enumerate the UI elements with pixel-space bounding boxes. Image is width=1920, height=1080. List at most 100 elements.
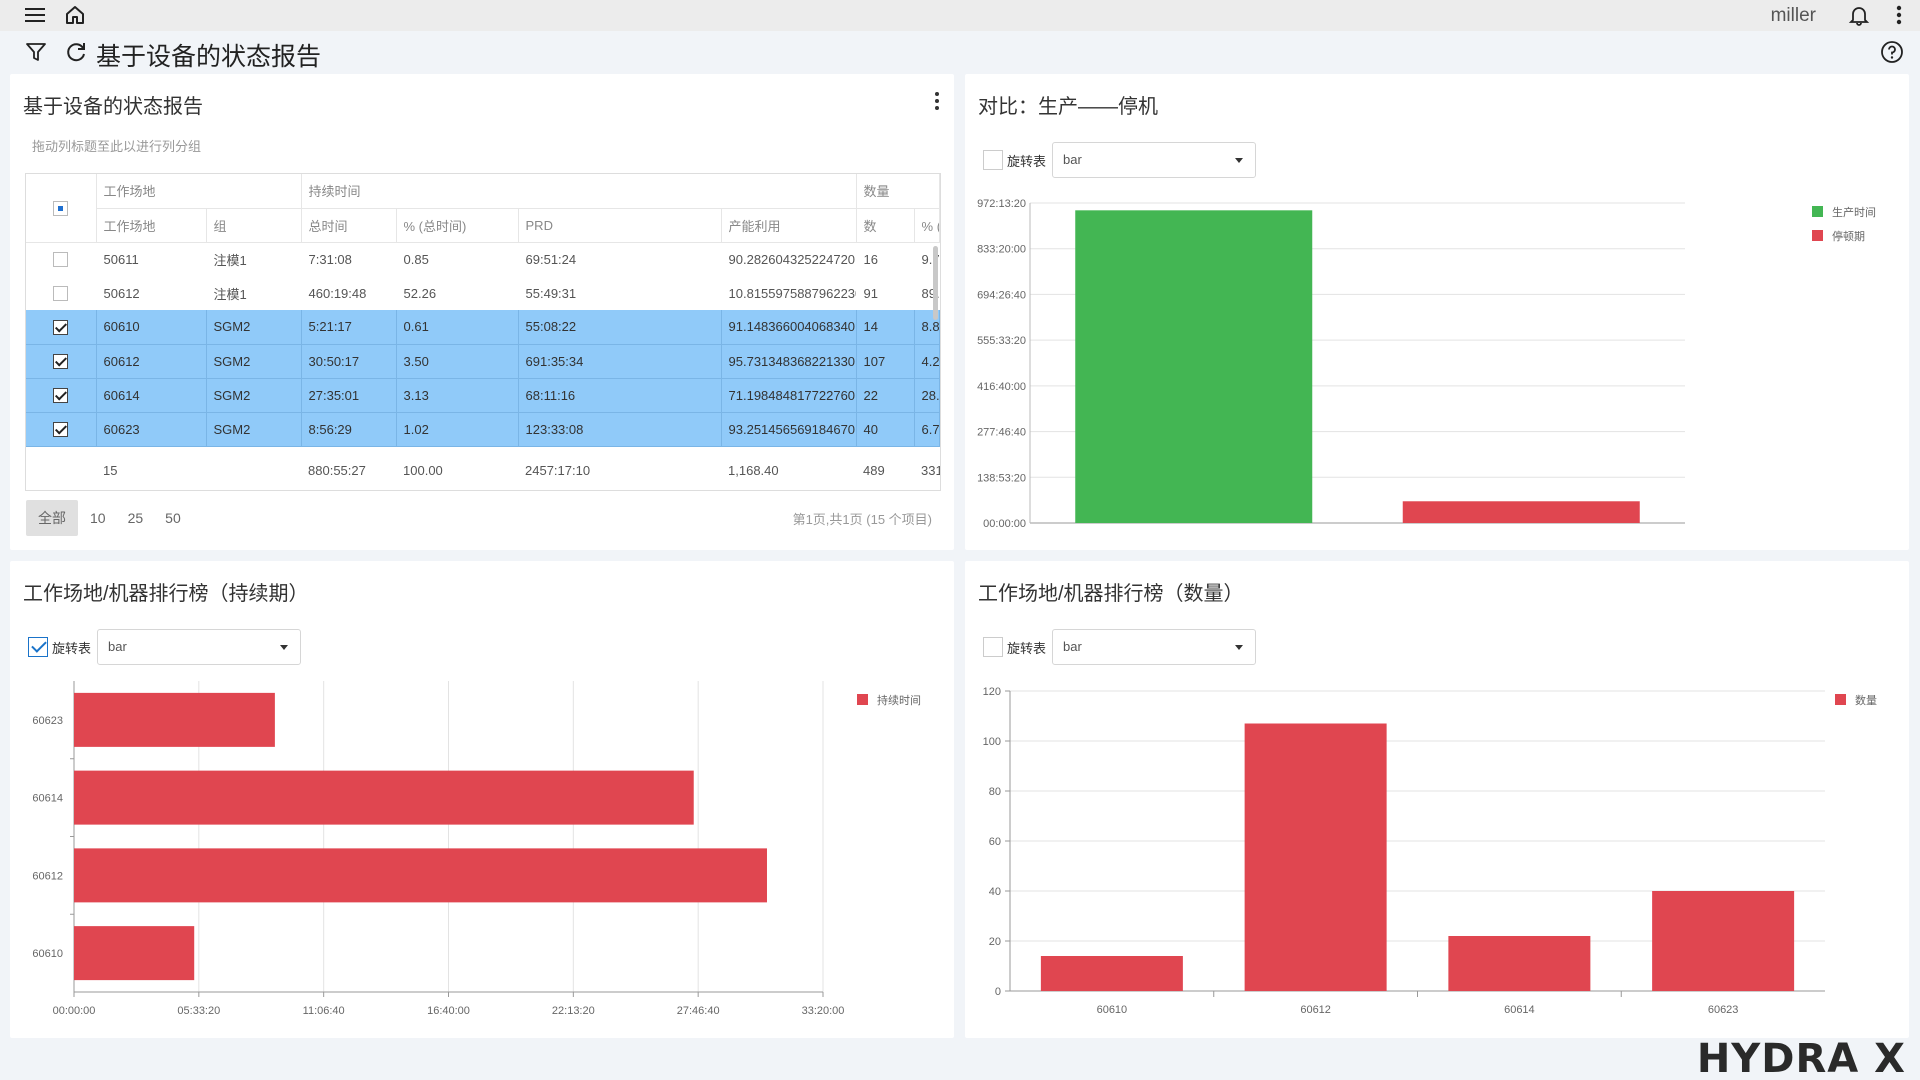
x-tick-label: 27:46:40 <box>677 1005 720 1017</box>
table-cell: 1.02 <box>396 412 519 447</box>
chart-type-select[interactable]: bar <box>1052 142 1257 178</box>
x-tick-label: 60614 <box>1504 1004 1535 1016</box>
table-cell: 71.198484817722760 <box>721 378 857 413</box>
table-cell: 10.8155975887962230 <box>728 285 857 301</box>
rotate-label: 旋转表 <box>1007 153 1047 169</box>
y-tick-label: 120 <box>983 686 1001 698</box>
table-row[interactable]: 60614 SGM2 27:35:01 3.13 68:11:16 71.19848481… <box>26 378 940 413</box>
table-cell: 0.85 <box>403 251 429 267</box>
select-all-checkbox[interactable] <box>53 200 69 216</box>
table-cell: 123:33:08 <box>518 412 722 447</box>
help-icon[interactable] <box>1878 38 1906 66</box>
row-checkbox[interactable] <box>53 422 69 438</box>
rotate-label: 旋转表 <box>52 640 92 656</box>
bar-60612 <box>1244 723 1387 991</box>
page-size-50[interactable]: 50 <box>165 510 181 526</box>
filter-icon[interactable] <box>22 38 50 66</box>
rotate-checkbox[interactable] <box>983 150 1003 170</box>
row-checkbox[interactable] <box>53 388 69 404</box>
pager-info: 第1页,共1页 (15 个项目) <box>792 512 932 527</box>
column-header-workplace[interactable]: 工作场地 <box>96 208 207 243</box>
page-size-10[interactable]: 10 <box>90 510 106 526</box>
bar-60623 <box>74 692 275 747</box>
row-checkbox[interactable] <box>53 252 69 268</box>
refresh-icon[interactable] <box>62 38 90 66</box>
legend-swatch <box>857 694 868 705</box>
y-tick-label: 60614 <box>32 793 63 805</box>
row-checkbox[interactable] <box>53 354 69 370</box>
table-cell: 55:08:22 <box>518 310 722 345</box>
compare-chart-card: 对比：生产——停机 旋转表 bar 00:00:00 138:53:20 277:4… <box>965 74 1909 550</box>
table-row[interactable]: 60623 SGM2 8:56:29 1.02 123:33:08 93.25145656… <box>26 412 940 447</box>
y-tick-label: 694:26:40 <box>977 289 1026 301</box>
row-checkbox[interactable] <box>53 286 69 302</box>
footer-cell: 100.00 <box>396 445 519 490</box>
column-header-pct-count[interactable]: % (数) <box>914 208 940 243</box>
table-cell: 52.26 <box>403 285 437 301</box>
table-cell: 60623 <box>96 412 207 447</box>
table-row[interactable]: 60610 SGM2 5:21:17 0.61 55:08:22 91.148366004… <box>26 310 940 345</box>
chart-type-select[interactable]: bar <box>1052 629 1257 665</box>
page-size-all[interactable]: 全部 <box>26 500 78 536</box>
footer-cell <box>206 445 302 490</box>
column-header-group[interactable]: 组 <box>206 208 302 243</box>
card-title: 对比：生产——停机 <box>978 96 1158 118</box>
rotate-checkbox[interactable] <box>983 637 1003 657</box>
table-row[interactable]: 60612 SGM2 30:50:17 3.50 691:35:34 95.7313483… <box>26 344 940 379</box>
bell-icon[interactable] <box>1846 3 1872 27</box>
row-select-cell <box>26 344 97 379</box>
card-menu-icon[interactable] <box>930 88 944 114</box>
column-header-pct-total-time[interactable]: % (总时间) <box>396 208 519 243</box>
column-header-utilization[interactable]: 产能利用 <box>721 208 857 243</box>
page-size-25[interactable]: 25 <box>127 510 144 526</box>
y-tick-label: 833:20:00 <box>977 244 1026 256</box>
legend-swatch <box>1835 694 1846 705</box>
chart-type-select[interactable]: bar <box>97 629 302 665</box>
chart-controls: 旋转表 bar <box>983 629 1257 665</box>
grid-scrollbar[interactable] <box>933 246 938 320</box>
more-vert-icon[interactable] <box>1886 3 1912 27</box>
table-cell: 50612 <box>103 285 140 301</box>
x-tick-label: 60623 <box>1708 1004 1739 1016</box>
column-header-prd[interactable]: PRD <box>518 208 722 243</box>
table-cell: 27:35:01 <box>301 378 397 413</box>
select-value: bar <box>1063 639 1082 654</box>
table-cell: 93.251456569184670 <box>721 412 857 447</box>
group-panel-hint[interactable]: 拖动列标题至此以进行列分组 <box>32 139 202 154</box>
table-cell: 60610 <box>96 310 207 345</box>
brand-logo: HYDRA X <box>1696 1036 1906 1080</box>
group-header-count[interactable]: 数量 <box>856 174 940 209</box>
table-cell: 5:21:17 <box>301 310 397 345</box>
column-header-count[interactable]: 数 <box>856 208 915 243</box>
legend-label: 生产时间 <box>1832 205 1876 219</box>
menu-icon[interactable] <box>22 3 48 27</box>
table-cell: 3.50 <box>396 344 519 379</box>
table-cell: 8.85 <box>914 310 940 345</box>
legend-swatch <box>1812 206 1823 217</box>
x-tick-label: 33:20:00 <box>802 1005 845 1017</box>
table-row[interactable]: 50612 注模1 460:19:48 52.26 55:49:31 10.8155975… <box>26 276 940 310</box>
bar-60612 <box>74 848 767 903</box>
legend-label: 数量 <box>1855 694 1877 707</box>
footer-cell: 489 <box>856 445 915 490</box>
table-cell: 691:35:34 <box>518 344 722 379</box>
table-cell: 0.61 <box>396 310 519 345</box>
x-tick-label: 60612 <box>1300 1004 1331 1016</box>
group-header-workplace[interactable]: 工作场地 <box>96 174 302 209</box>
table-cell: 30:50:17 <box>301 344 397 379</box>
home-icon[interactable] <box>62 3 88 27</box>
table-cell: 95.731348368221330 <box>721 344 857 379</box>
table-cell: 6.75 <box>914 412 940 447</box>
table-cell: 69:51:24 <box>525 251 577 267</box>
table-cell: 16 <box>863 251 878 267</box>
table-cell: 注模1 <box>213 252 247 268</box>
group-header-duration[interactable]: 持续时间 <box>301 174 857 209</box>
row-checkbox[interactable] <box>53 319 69 335</box>
table-cell: 90.282604325224720 <box>728 251 856 267</box>
rotate-checkbox[interactable] <box>28 637 48 657</box>
row-select-cell <box>26 242 96 276</box>
column-header-total-time[interactable]: 总时间 <box>301 208 397 243</box>
table-row[interactable]: 50611 注模1 7:31:08 0.85 69:51:24 90.2826043252… <box>26 242 940 276</box>
footer-cell: 880:55:27 <box>301 445 397 490</box>
user-name[interactable]: miller <box>1770 5 1816 26</box>
